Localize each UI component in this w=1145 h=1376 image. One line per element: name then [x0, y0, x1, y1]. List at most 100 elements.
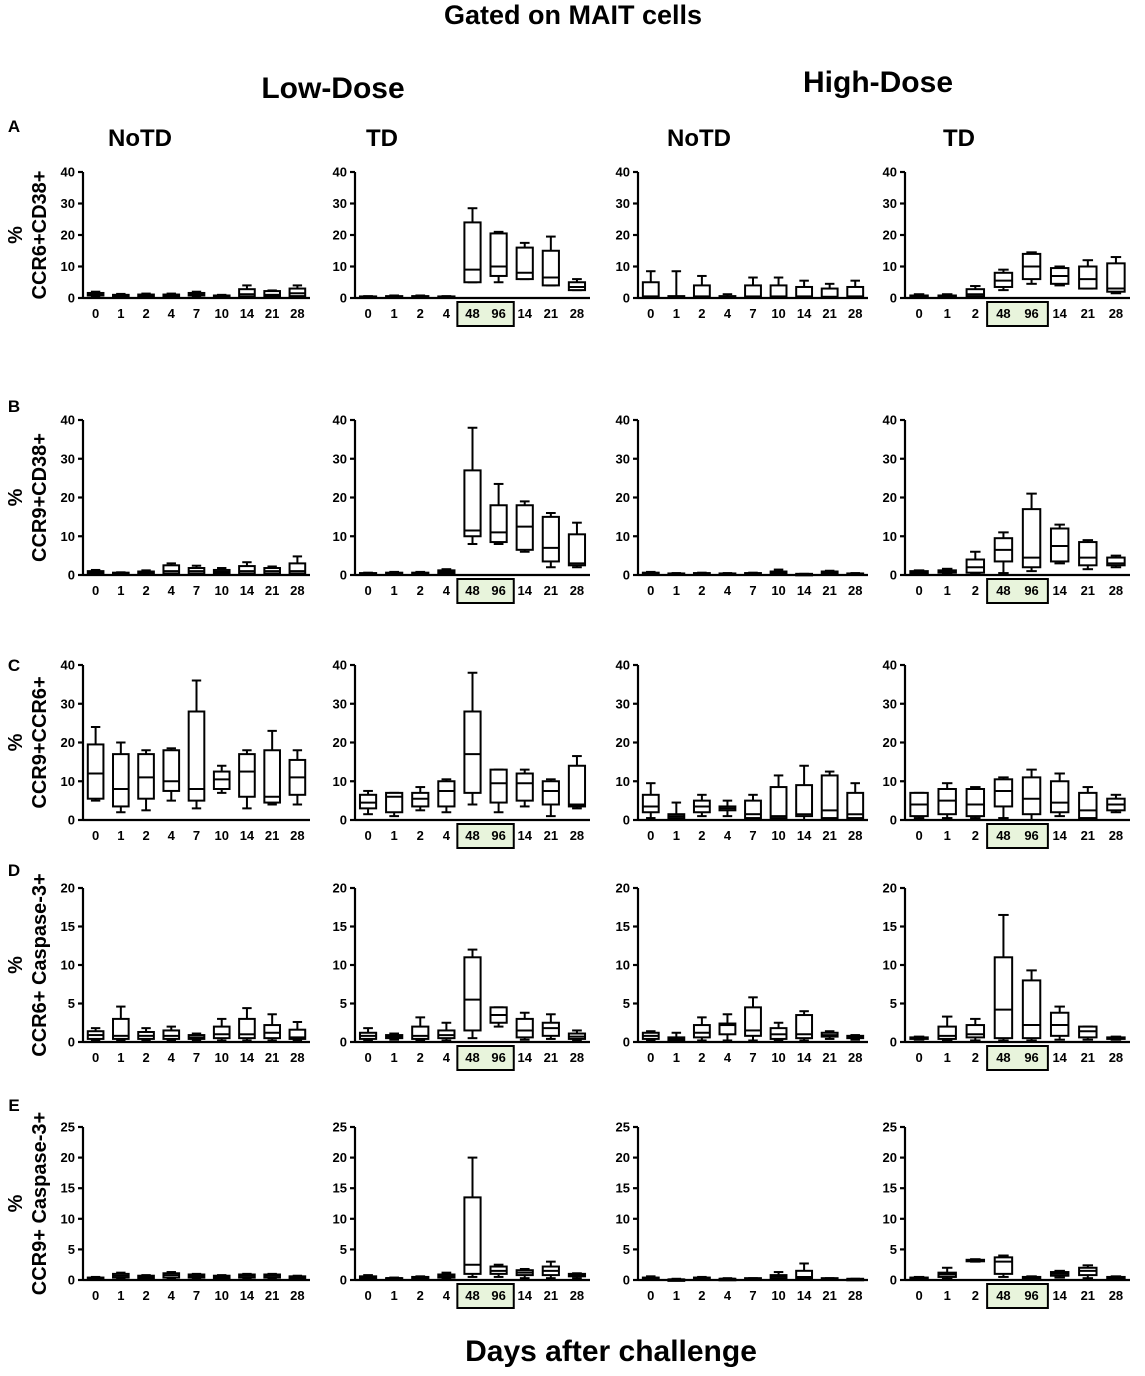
box-96 [489, 1006, 508, 1028]
box-body [463, 221, 482, 284]
y-tick-label: 40 [61, 413, 75, 428]
x-tick-label: 0 [647, 1050, 654, 1065]
x-tick-label: 28 [848, 1288, 862, 1303]
box-7 [744, 571, 762, 576]
x-tick-label: 1 [673, 1288, 680, 1303]
box-1 [667, 801, 686, 821]
box-body [288, 1028, 307, 1040]
box-4 [437, 778, 456, 814]
box-0 [909, 569, 929, 575]
x-tick-label: 96 [491, 1288, 505, 1303]
x-tick-label: 48 [996, 1288, 1010, 1303]
y-tick-label: 20 [883, 1150, 897, 1165]
x-tick-label: 1 [944, 828, 951, 843]
x-tick-label: 96 [1024, 1288, 1038, 1303]
x-tick-label: 0 [92, 1050, 99, 1065]
x-tick-label: 28 [848, 828, 862, 843]
y-tick-label: 30 [883, 451, 897, 466]
y-tick-label: 10 [333, 1211, 347, 1226]
y-tick-label: 20 [61, 881, 75, 896]
box-4 [718, 1277, 737, 1282]
x-tick-label: 28 [1109, 306, 1123, 321]
box-48 [463, 1156, 482, 1278]
box-7 [744, 793, 762, 820]
y-tick-label: 10 [883, 529, 897, 544]
box-21 [820, 770, 839, 821]
x-tick-label: 10 [214, 828, 228, 843]
box-body [541, 249, 560, 287]
column-label-low-td: TD [366, 125, 398, 152]
x-tick-label: 14 [797, 1288, 812, 1303]
box-body [744, 799, 762, 820]
box-4 [718, 799, 737, 818]
x-tick-label: 48 [996, 583, 1010, 598]
box-21 [820, 1030, 839, 1040]
highlight-box [986, 823, 1049, 849]
highlight-box [456, 1283, 515, 1309]
x-tick-label: 2 [972, 1050, 979, 1065]
box-10 [769, 1021, 788, 1042]
box-0 [641, 270, 660, 299]
x-tick-label: 10 [214, 306, 228, 321]
box-body [463, 710, 482, 794]
panel-b-1: 0 10 20 30 40 0 1 2 4 7 10 14 21 28 [61, 413, 310, 598]
box-4 [162, 747, 181, 802]
box-28 [846, 279, 865, 300]
box-0 [358, 1274, 378, 1280]
box-0 [641, 570, 660, 576]
x-tick-label: 0 [915, 583, 922, 598]
box-body [1021, 979, 1042, 1040]
x-tick-label: 14 [1052, 828, 1067, 843]
x-tick-label: 2 [417, 1288, 424, 1303]
box-1 [385, 1032, 404, 1041]
y-axis-title-line-2: CCR6+ Caspase-3+ [29, 873, 51, 1056]
x-tick-label: 4 [443, 828, 451, 843]
highlight-box [456, 823, 515, 849]
box-28 [567, 1272, 587, 1280]
box-body [263, 749, 281, 804]
box-0 [86, 726, 105, 802]
panel-d-1: 0 5 10 15 20 0 1 2 4 7 10 14 21 28 [61, 881, 310, 1065]
box-2 [692, 793, 711, 818]
box-0 [909, 791, 929, 820]
x-tick-label: 1 [117, 1288, 124, 1303]
box-body [437, 780, 456, 808]
x-tick-label: 7 [193, 1288, 200, 1303]
box-1 [112, 1271, 130, 1280]
y-tick-label: 20 [883, 228, 897, 243]
box-96 [1021, 1275, 1042, 1280]
x-tick-label: 2 [972, 583, 979, 598]
box-21 [263, 729, 281, 806]
y-tick-label: 40 [616, 165, 630, 180]
box-0 [86, 568, 105, 576]
box-1 [385, 791, 404, 818]
box-28 [288, 1274, 307, 1281]
box-21 [820, 282, 839, 299]
x-tick-label: 48 [465, 306, 479, 321]
box-21 [541, 235, 560, 287]
y-tick-label: 10 [883, 259, 897, 274]
x-tick-label: 7 [749, 1288, 756, 1303]
y-tick-label: 20 [333, 881, 347, 896]
x-tick-label: 21 [265, 306, 279, 321]
y-tick-label: 15 [616, 1181, 630, 1196]
y-tick-label: 0 [68, 291, 75, 306]
box-48 [993, 913, 1014, 1042]
x-tick-label: 96 [491, 583, 505, 598]
x-tick-label: 10 [771, 306, 785, 321]
x-tick-label: 96 [1024, 583, 1038, 598]
highlight-box [456, 578, 515, 604]
x-tick-label: 10 [771, 583, 785, 598]
y-tick-label: 40 [333, 413, 347, 428]
highlight-box [986, 301, 1049, 327]
y-tick-label: 20 [883, 881, 897, 896]
x-tick-label: 14 [240, 1288, 255, 1303]
y-tick-label: 25 [616, 1120, 630, 1135]
panel-e-1: 0 5 10 15 20 25 0 1 2 4 7 10 14 21 28 [61, 1120, 310, 1303]
box-28 [1106, 793, 1126, 814]
box-2 [411, 570, 430, 576]
box-4 [718, 293, 737, 299]
box-body [846, 285, 865, 300]
box-0 [909, 1275, 929, 1281]
x-tick-label: 1 [117, 1050, 124, 1065]
